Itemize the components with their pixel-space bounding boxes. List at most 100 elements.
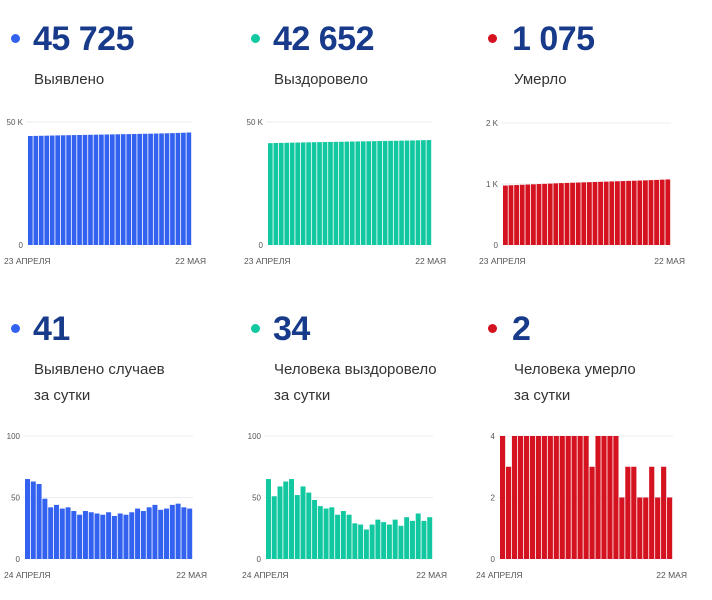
bar xyxy=(392,519,398,559)
bar xyxy=(71,135,77,245)
bar xyxy=(268,143,273,245)
bar xyxy=(131,134,137,245)
bar xyxy=(631,466,637,559)
bar xyxy=(363,529,369,559)
bar xyxy=(649,466,655,559)
bar xyxy=(266,479,271,559)
bar xyxy=(300,486,306,559)
bar xyxy=(344,141,350,245)
bar xyxy=(517,436,524,559)
bar xyxy=(542,183,547,245)
bar xyxy=(360,141,366,245)
bar xyxy=(587,182,592,245)
x-start-label: 24 АПРЕЛЯ xyxy=(242,570,289,580)
bar xyxy=(665,179,671,245)
bar xyxy=(106,512,112,559)
bar xyxy=(289,142,295,245)
bar xyxy=(547,183,553,245)
chart-recovered: 0 50 K 23 АПРЕЛЯ 22 МАЯ xyxy=(244,118,446,266)
bar xyxy=(655,497,661,559)
bar xyxy=(421,140,426,245)
bar xyxy=(381,522,387,559)
bar xyxy=(503,185,508,245)
bar xyxy=(637,180,643,245)
bar xyxy=(55,135,60,245)
bar xyxy=(514,185,519,245)
bar xyxy=(186,132,192,245)
bar xyxy=(328,141,333,245)
bar xyxy=(404,517,410,559)
x-start-label: 23 АПРЕЛЯ xyxy=(479,256,526,266)
bar xyxy=(146,507,152,559)
bar xyxy=(382,140,388,245)
x-end-label: 22 МАЯ xyxy=(176,570,207,580)
recovered-total: 42 652 xyxy=(273,20,375,58)
bar xyxy=(626,180,631,245)
bar xyxy=(48,507,54,559)
bar xyxy=(377,141,382,245)
bar xyxy=(536,184,542,245)
bar xyxy=(329,507,335,559)
bar xyxy=(511,436,518,559)
y-tick-label: 4 xyxy=(491,432,496,441)
confirmed-total: 45 725 xyxy=(33,20,135,58)
bar xyxy=(535,436,541,559)
bar xyxy=(643,497,649,559)
bar xyxy=(654,179,659,245)
bar xyxy=(667,497,673,559)
bar xyxy=(33,135,39,245)
bar xyxy=(38,135,44,245)
y-tick-label: 50 xyxy=(252,494,261,503)
bar xyxy=(53,504,59,559)
bar xyxy=(415,513,421,559)
bar xyxy=(82,134,88,245)
bar xyxy=(60,135,66,245)
bar xyxy=(615,181,620,245)
bar xyxy=(317,506,323,559)
x-end-label: 22 МАЯ xyxy=(415,256,446,266)
bar xyxy=(312,499,318,559)
y-tick-label: 50 K xyxy=(7,118,24,127)
recovered-label: Выздоровело xyxy=(274,71,369,88)
bar xyxy=(625,466,631,559)
bar xyxy=(306,492,312,559)
bar xyxy=(77,514,83,559)
bar xyxy=(30,481,36,559)
bar xyxy=(609,181,615,245)
bar xyxy=(284,142,290,245)
bar xyxy=(65,507,71,559)
bar xyxy=(519,184,525,245)
bar xyxy=(358,524,364,559)
bar xyxy=(126,134,132,245)
bar xyxy=(137,133,142,245)
bar xyxy=(317,142,322,245)
recovered-daily-total: 34 xyxy=(273,310,310,348)
bar xyxy=(94,513,100,559)
bar xyxy=(426,140,432,245)
bar xyxy=(278,142,284,245)
bar xyxy=(36,483,42,559)
bar xyxy=(159,133,164,245)
chart-confirmed: 0 50 K 23 АПРЕЛЯ 22 МАЯ xyxy=(4,118,206,266)
bar xyxy=(523,436,530,559)
y-tick-label: 50 xyxy=(11,494,20,503)
bar xyxy=(595,436,601,559)
recovered-daily-label-line1: Человека выздоровело xyxy=(274,361,437,378)
bar xyxy=(25,479,30,559)
bar xyxy=(565,436,571,559)
bar xyxy=(306,142,311,245)
bar xyxy=(120,134,126,245)
bar xyxy=(283,481,289,559)
bar xyxy=(589,466,595,559)
bar xyxy=(369,524,375,559)
bar xyxy=(28,136,33,245)
bar xyxy=(142,133,148,245)
bar xyxy=(661,466,667,559)
bar xyxy=(333,141,339,245)
bar xyxy=(164,508,170,559)
bar xyxy=(99,134,104,245)
bar xyxy=(323,508,329,559)
bar xyxy=(603,181,609,245)
bar xyxy=(607,436,613,559)
bar xyxy=(294,495,300,559)
